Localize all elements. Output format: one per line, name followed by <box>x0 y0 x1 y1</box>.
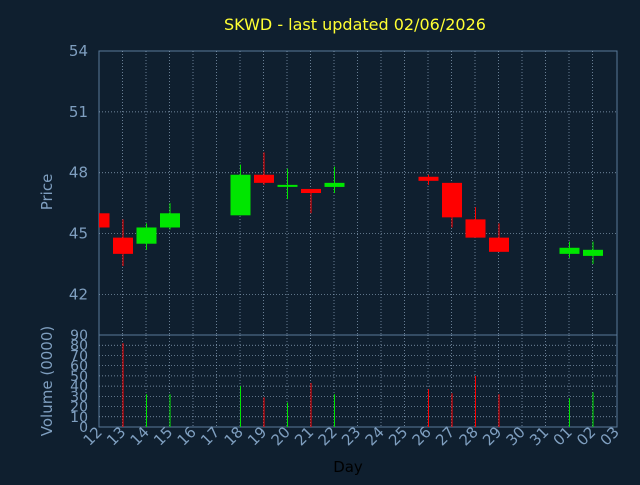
candle-body <box>442 182 462 218</box>
candle-body <box>418 176 439 181</box>
candle-body <box>136 227 157 244</box>
volume-axis-title: Volume (0000) <box>38 326 56 436</box>
price-tick-label: 45 <box>69 225 88 243</box>
candle-body <box>113 237 133 254</box>
price-axis-title: Price <box>38 174 56 211</box>
x-axis: 1213141516171819202122232425262728293031… <box>80 423 623 449</box>
candle-body <box>254 174 274 183</box>
price-tick-label: 48 <box>69 164 88 182</box>
candle-body <box>465 219 486 238</box>
volume-tick-label: 0 <box>79 420 88 436</box>
price-tick-label: 51 <box>69 103 88 121</box>
candle-body <box>277 184 298 187</box>
candle-body <box>301 188 321 193</box>
volume-tick-label: 30 <box>70 389 88 405</box>
price-tick-label: 42 <box>69 285 88 303</box>
chart-title: SKWD - last updated 02/06/2026 <box>224 15 486 34</box>
volume-tick-label: 40 <box>70 379 88 395</box>
volume-tick-label: 20 <box>70 400 88 416</box>
volume-frame <box>98 334 618 428</box>
price-tick-label: 54 <box>69 42 88 60</box>
candle-body <box>160 213 180 228</box>
volume-tick-label: 70 <box>70 348 88 364</box>
candle-body <box>324 182 345 187</box>
volume-tick-label: 10 <box>70 410 88 426</box>
volume-tick-label: 50 <box>70 369 88 385</box>
candle-body <box>489 237 509 252</box>
candle-body <box>583 249 603 256</box>
candle-body <box>230 174 251 216</box>
volume-tick-label: 90 <box>70 328 88 344</box>
candle-body <box>559 247 580 254</box>
candle-body <box>99 213 110 228</box>
volume-tick-label: 80 <box>70 338 88 354</box>
price-panel: 54 51 48 45 42 <box>69 42 618 336</box>
x-axis-title: Day <box>333 458 363 476</box>
volume-tick-label: 60 <box>70 359 88 375</box>
